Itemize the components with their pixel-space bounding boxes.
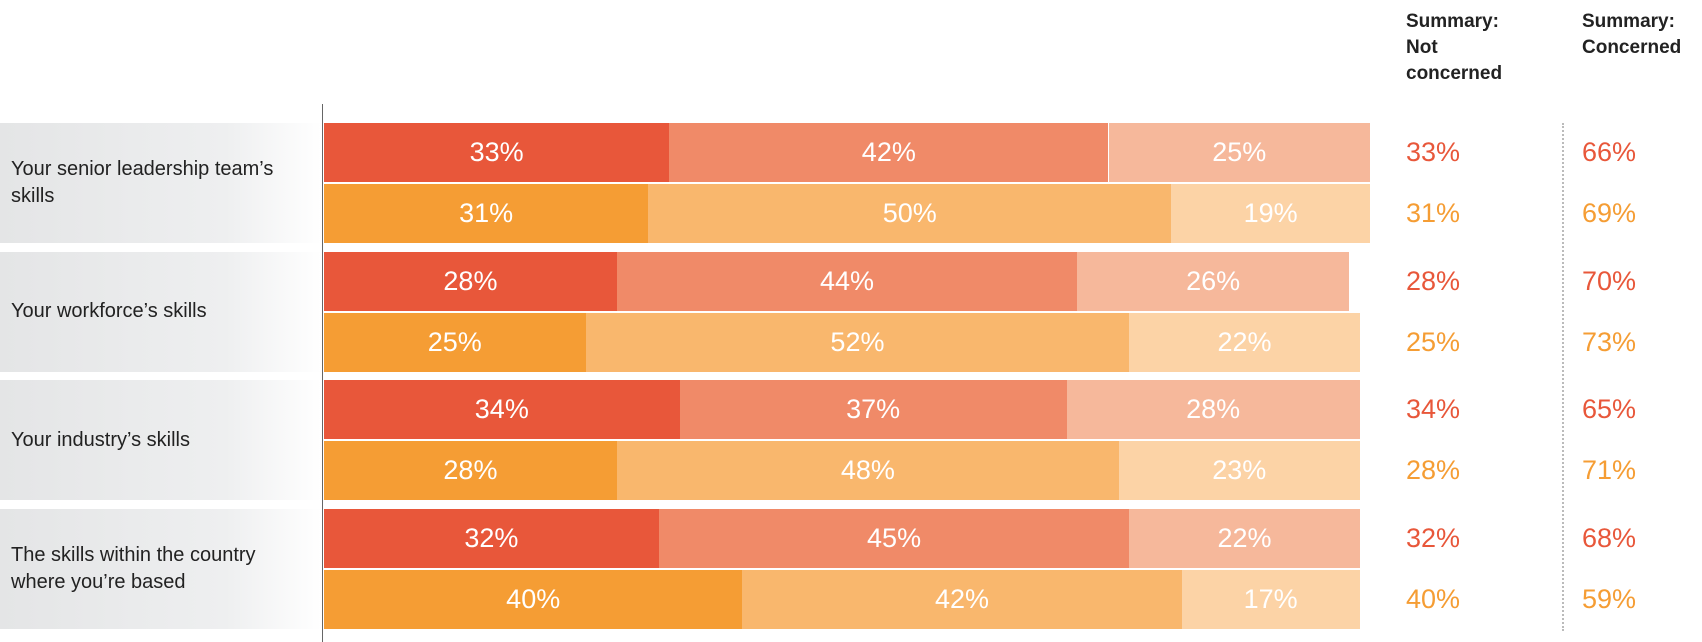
bar-segment: 26%: [1077, 251, 1350, 311]
divider: [1562, 123, 1564, 631]
bar-segment: 42%: [669, 123, 1109, 182]
summary-value: 69%: [1582, 198, 1637, 228]
bar-segment: 22%: [1129, 508, 1360, 568]
data-label: 28%: [443, 265, 498, 296]
summary-value: 31%: [1406, 198, 1461, 228]
data-label: 37%: [846, 394, 901, 424]
data-label: 34%: [474, 394, 529, 424]
data-label: 23%: [1212, 455, 1267, 485]
bar-segment: 50%: [648, 184, 1172, 243]
summary-value: 68%: [1582, 522, 1637, 553]
data-label: 32%: [464, 522, 519, 553]
data-label: 33%: [469, 137, 524, 167]
bar-segment: 25%: [1108, 123, 1370, 182]
data-label: 44%: [819, 265, 875, 296]
bar-segment: 31%: [324, 184, 649, 243]
bar-segment: 37%: [679, 380, 1067, 439]
data-label: 17%: [1243, 583, 1298, 614]
summary-header: Summary: Not concerned: [1406, 11, 1503, 84]
summary-value: 66%: [1582, 137, 1637, 167]
summary-value: 40%: [1406, 583, 1461, 614]
data-label: 52%: [830, 326, 885, 357]
category-label: Your senior leadership team’s skills: [0, 123, 322, 243]
bar-segment: 48%: [616, 441, 1119, 500]
data-label: 42%: [935, 583, 990, 614]
bar-segment: 45%: [658, 508, 1130, 568]
summary-value: 71%: [1582, 455, 1637, 485]
category-label: Your industry’s skills: [0, 380, 322, 500]
summary-value: 65%: [1582, 394, 1637, 424]
summary-value: 70%: [1582, 265, 1637, 296]
data-label: 28%: [1186, 394, 1241, 424]
summary-value: 73%: [1582, 326, 1637, 357]
bar-segment: 28%: [1066, 380, 1360, 439]
data-label: 28%: [443, 455, 498, 485]
bar-segment: 25%: [324, 312, 586, 372]
bar-segment: 22%: [1129, 312, 1360, 372]
bar-segment: 28%: [324, 251, 617, 311]
bar-segment: 32%: [324, 508, 659, 568]
data-label: 42%: [861, 137, 916, 167]
bar-segment: 28%: [324, 441, 617, 500]
bar-segment: 44%: [616, 251, 1078, 311]
data-label: 45%: [867, 522, 922, 553]
data-label: 48%: [840, 455, 895, 485]
data-label: 50%: [882, 198, 937, 228]
data-label: 40%: [506, 583, 561, 614]
summary-value: 28%: [1406, 265, 1461, 296]
summary-value: 32%: [1406, 522, 1461, 553]
bar-segment: 42%: [742, 569, 1182, 629]
summary-value: 28%: [1406, 455, 1461, 485]
category-label: The skills within the country where you’…: [0, 508, 322, 629]
bar-segment: 19%: [1171, 184, 1370, 243]
data-label: 25%: [427, 326, 482, 357]
summary-value: 33%: [1406, 137, 1461, 167]
data-label: 31%: [459, 198, 514, 228]
data-label: 22%: [1217, 522, 1272, 553]
data-label: 26%: [1186, 265, 1241, 296]
summary-header: Summary: Concerned: [1582, 11, 1682, 58]
bar-segment: 17%: [1181, 569, 1360, 629]
summary-value: 34%: [1406, 394, 1461, 424]
bar-segment: 40%: [324, 569, 743, 629]
data-label: 19%: [1243, 198, 1298, 228]
bar-segment: 23%: [1118, 441, 1360, 500]
bar-segment: 52%: [585, 312, 1130, 372]
bar-segment: 34%: [324, 380, 680, 439]
bar-segment: 33%: [324, 123, 670, 182]
summary-value: 59%: [1582, 583, 1637, 614]
axis-line: [322, 104, 323, 642]
data-label: 22%: [1217, 326, 1272, 357]
summary-value: 25%: [1406, 326, 1461, 357]
category-label: Your workforce’s skills: [0, 251, 322, 372]
data-label: 25%: [1212, 137, 1267, 167]
